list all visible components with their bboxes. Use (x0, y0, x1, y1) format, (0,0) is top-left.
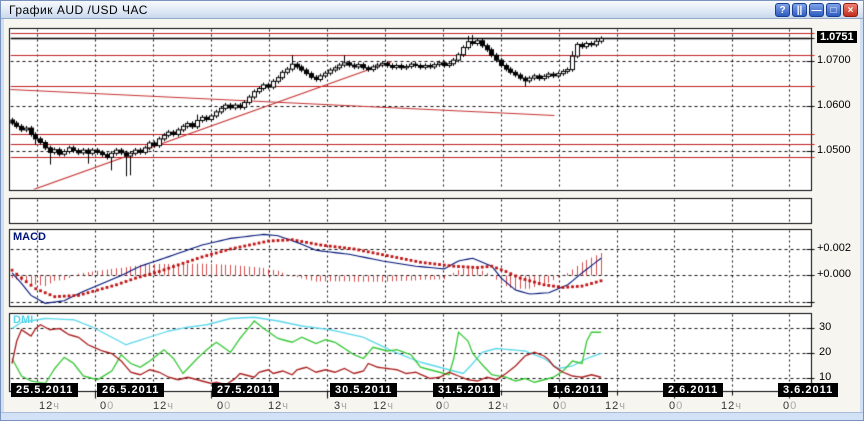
hour-label: 00 (436, 400, 451, 412)
hour-label: 00 (553, 400, 568, 412)
hour-label: 00 (217, 400, 232, 412)
pause-button[interactable]: || (792, 3, 807, 17)
date-label: 3.6.2011 (778, 383, 839, 397)
hour-label: 00 (783, 400, 798, 412)
price-axis-label: 1.0500 (817, 144, 851, 156)
dmi-axis-label: 20 (819, 346, 832, 358)
window-buttons: ? || — □ × (775, 3, 858, 17)
hour-label: 12ч (373, 400, 394, 412)
price-axis-label: 1.0700 (817, 54, 851, 66)
dmi-axis-label: 30 (819, 321, 832, 333)
price-axis-label: 1.0751 (817, 31, 857, 43)
hour-label: 12ч (39, 400, 60, 412)
minimize-button[interactable]: — (809, 3, 824, 17)
dmi-axis-label: 10 (819, 371, 832, 383)
hour-label: 00 (669, 400, 684, 412)
macd-axis-label: +0.002 (817, 242, 851, 254)
hour-label: 12ч (153, 400, 174, 412)
date-label: 26.5.2011 (97, 383, 165, 397)
window-title: График AUD /USD ЧАС (9, 3, 148, 17)
close-button[interactable]: × (843, 3, 858, 17)
hour-label: 12ч (488, 400, 509, 412)
hour-label: 12ч (721, 400, 742, 412)
date-label: 2.6.2011 (663, 383, 724, 397)
bottom-frame-edge (1, 412, 863, 420)
date-label: 30.5.2011 (330, 383, 398, 397)
date-label: 31.5.2011 (433, 383, 501, 397)
price-axis-label: 1.0600 (817, 99, 851, 111)
hour-label: 00 (100, 400, 115, 412)
hour-label: 12ч (268, 400, 289, 412)
date-label: 1.6.2011 (548, 383, 609, 397)
hour-label: 12ч (605, 400, 626, 412)
macd-axis-label: +0.000 (817, 268, 851, 280)
date-label: 25.5.2011 (11, 383, 79, 397)
help-button[interactable]: ? (775, 3, 790, 17)
hour-label: 3ч (334, 400, 348, 412)
dmi-panel-label: DMI (13, 314, 34, 326)
maximize-button[interactable]: □ (826, 3, 841, 17)
date-label: 27.5.2011 (212, 383, 280, 397)
macd-panel-label: MACD (13, 231, 46, 243)
window-titlebar[interactable]: График AUD /USD ЧАС ? || — □ × (1, 1, 863, 19)
